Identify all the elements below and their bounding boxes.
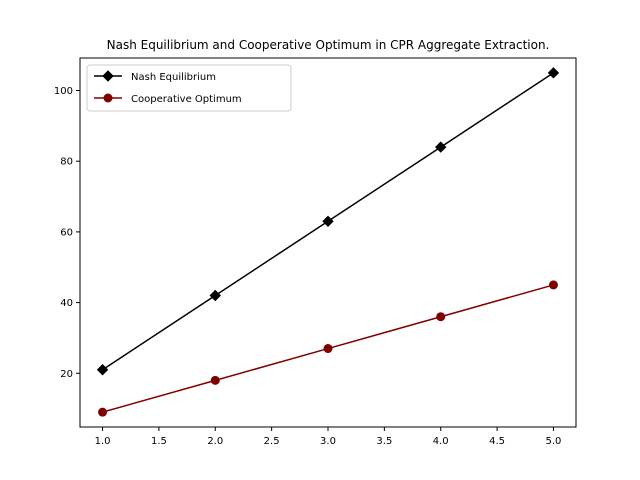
nash-equilibrium-point	[209, 289, 221, 302]
cooperative-optimum-point	[323, 344, 333, 354]
x-tick-label: 2.5	[264, 436, 280, 447]
cooperative-optimum-point	[436, 312, 446, 322]
x-tick-label: 2.0	[207, 436, 223, 447]
nash-equilibrium-point	[435, 141, 447, 153]
x-axis: 1.0 1.5 2.0 2.5 3.0 3.5 4.0 4.5 5.0	[95, 427, 562, 447]
cooperative-optimum-point	[210, 375, 220, 385]
axes-frame	[79, 57, 577, 428]
y-tick-label: 20	[60, 369, 73, 380]
nash-equilibrium-point	[547, 67, 560, 79]
nash-equilibrium-point	[96, 364, 109, 376]
y-axis: 20 40 60 80 100	[54, 86, 80, 380]
x-tick-label: 4.5	[489, 436, 505, 447]
legend: Nash Equilibrium Cooperative Optimum	[86, 64, 292, 112]
legend-box	[86, 64, 292, 112]
plot-area	[96, 67, 560, 417]
x-tick-label: 1.5	[151, 436, 167, 447]
y-tick-label: 40	[60, 298, 73, 309]
nash-equilibrium-point	[322, 215, 334, 228]
x-tick-label: 3.5	[376, 436, 392, 447]
y-tick-label: 60	[60, 227, 73, 238]
chart-title: Nash Equilibrium and Cooperative Optimum…	[107, 38, 550, 52]
x-tick-label: 5.0	[546, 436, 562, 447]
legend-label-nash-equilibrium: Nash Equilibrium	[131, 72, 216, 83]
legend-label-cooperative-optimum: Cooperative Optimum	[131, 94, 242, 105]
legend-marker-nash-equilibrium	[102, 70, 114, 82]
x-tick-label: 4.0	[433, 436, 449, 447]
cooperative-optimum-point	[548, 280, 558, 290]
x-tick-label: 1.0	[95, 436, 111, 447]
cooperative-optimum-point	[98, 407, 108, 417]
y-tick-label: 80	[60, 157, 73, 168]
x-tick-label: 3.0	[320, 436, 336, 447]
legend-marker-cooperative-optimum	[103, 93, 113, 103]
y-tick-label: 100	[54, 86, 73, 97]
